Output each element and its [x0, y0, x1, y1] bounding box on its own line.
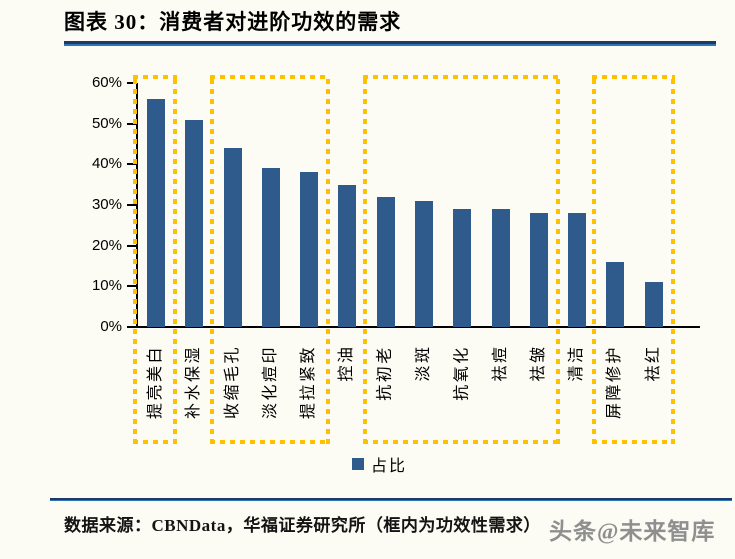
y-axis-tick	[127, 285, 136, 288]
highlight-box	[133, 75, 177, 444]
legend-swatch-icon	[352, 458, 364, 470]
x-axis-label: 控油	[338, 344, 356, 382]
highlight-box	[592, 75, 675, 444]
highlight-box	[362, 75, 560, 444]
bar	[568, 213, 587, 327]
y-axis-tick	[127, 82, 136, 84]
title-divider	[64, 41, 716, 46]
data-source-text: 数据来源：CBNData，华福证券研究所（框内为功效性需求）	[64, 516, 541, 535]
x-axis-label: 清洁	[568, 344, 586, 382]
chart-legend: 占比	[352, 452, 407, 476]
highlight-box	[209, 75, 331, 444]
y-axis-tick-label: 40%	[91, 155, 122, 173]
footer-divider	[50, 498, 732, 501]
y-axis-tick	[127, 163, 136, 166]
y-axis-tick	[127, 326, 136, 328]
y-axis-tick	[127, 204, 136, 206]
y-axis-tick-label: 20%	[91, 236, 122, 254]
y-axis-tick-label: 10%	[91, 277, 122, 295]
bar	[185, 119, 204, 327]
watermark-text: 头条@未来智库	[549, 519, 716, 544]
y-axis-tick	[127, 244, 136, 247]
y-axis-tick-label: 30%	[91, 196, 122, 213]
y-axis-tick	[127, 122, 136, 125]
figure-title: 图表 30：消费者对进阶功效的需求	[64, 10, 402, 34]
y-axis-tick-label: 60%	[91, 74, 122, 91]
legend-label: 占比	[371, 458, 408, 475]
bar	[338, 184, 357, 327]
y-axis-tick-label: 0%	[100, 318, 122, 335]
x-axis-label: 补水保湿	[185, 345, 203, 420]
y-axis-tick-label: 50%	[91, 114, 122, 132]
